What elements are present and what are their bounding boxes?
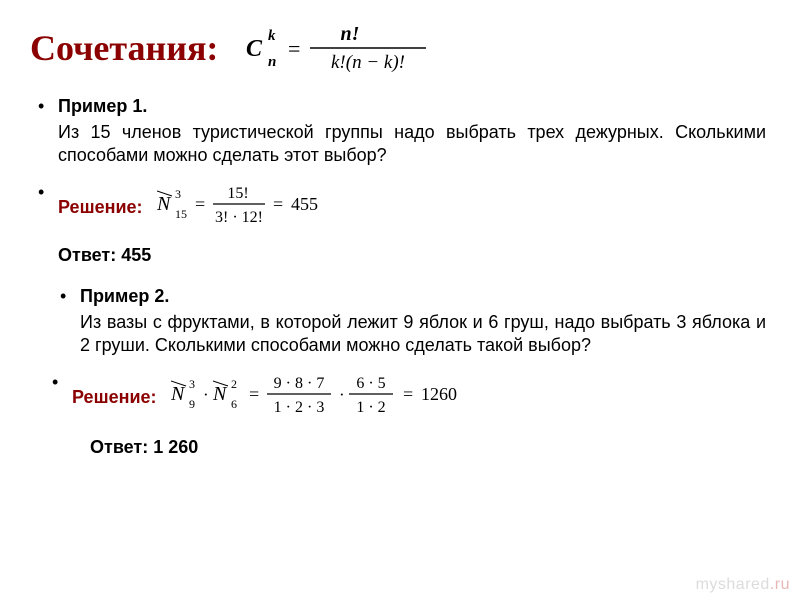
example-1-text: Из 15 членов туристической группы надо в…	[58, 121, 766, 166]
svg-text:1 · 2: 1 · 2	[356, 399, 385, 416]
combinations-formula: C k n = n! k!(n − k)!	[246, 18, 446, 78]
svg-text:3! · 12!: 3! · 12!	[215, 209, 263, 226]
svg-text:=: =	[288, 36, 300, 61]
svg-text:n: n	[268, 54, 276, 70]
svg-text:3: 3	[189, 377, 195, 391]
svg-text:=: =	[249, 384, 259, 404]
example-1-label-item: Пример 1.	[30, 96, 770, 117]
solution-label: Решение:	[72, 387, 157, 408]
example-2-text: Из вазы с фруктами, в которой лежит 9 яб…	[80, 311, 766, 356]
svg-text:=: =	[403, 384, 413, 404]
example-label: Пример 2.	[80, 286, 169, 306]
svg-text:n!: n!	[341, 23, 360, 45]
example-1-answer: Ответ: 455	[58, 245, 770, 266]
slide: Сочетания: C k n = n! k!(n − k)! Пример …	[0, 0, 800, 600]
example-1-solution: Решение: N 3 15 = 15! 3! · 12! = 455	[30, 182, 770, 233]
svg-text:2: 2	[231, 377, 237, 391]
svg-text:k!(n − k)!: k!(n − k)!	[331, 52, 405, 73]
example-2-answer: Ответ: 1 260	[90, 437, 770, 458]
svg-text:1 · 2 · 3: 1 · 2 · 3	[273, 399, 324, 416]
example-2-solution: Решение: N 3 9 · N 2 6 = 9 · 8 · 7	[44, 372, 770, 423]
svg-text:N: N	[157, 193, 172, 215]
svg-text:15!: 15!	[227, 185, 248, 202]
svg-text:=: =	[273, 194, 283, 214]
watermark: myshared.ru	[696, 576, 790, 594]
title-row: Сочетания: C k n = n! k!(n − k)!	[30, 18, 770, 78]
svg-text:·: ·	[339, 385, 345, 404]
svg-text:N: N	[212, 383, 228, 405]
svg-text:6: 6	[231, 397, 237, 411]
svg-text:6 · 5: 6 · 5	[356, 375, 385, 392]
svg-text:15: 15	[175, 207, 187, 221]
svg-text:455: 455	[291, 194, 318, 214]
svg-text:k: k	[268, 28, 276, 44]
svg-text:N: N	[171, 383, 186, 405]
example-2-label-item: Пример 2.	[52, 286, 770, 307]
svg-text:C: C	[246, 36, 263, 62]
solution-label: Решение:	[58, 197, 143, 218]
example-2: Пример 2. Из вазы с фруктами, в которой …	[52, 286, 770, 458]
solution-formula-1: N 3 15 = 15! 3! · 12! = 455	[157, 182, 357, 233]
svg-text:3: 3	[175, 187, 181, 201]
svg-text:=: =	[195, 194, 205, 214]
example-1: Пример 1. Из 15 членов туристической гру…	[30, 96, 770, 266]
svg-text:·: ·	[203, 385, 209, 404]
solution-formula-2: N 3 9 · N 2 6 = 9 · 8 · 7 1 · 2 · 3 ·	[171, 372, 491, 423]
svg-text:9 · 8 · 7: 9 · 8 · 7	[273, 375, 324, 392]
slide-title: Сочетания:	[30, 27, 218, 69]
svg-text:9: 9	[189, 397, 195, 411]
example-label: Пример 1.	[58, 96, 147, 116]
svg-text:1260: 1260	[421, 384, 457, 404]
